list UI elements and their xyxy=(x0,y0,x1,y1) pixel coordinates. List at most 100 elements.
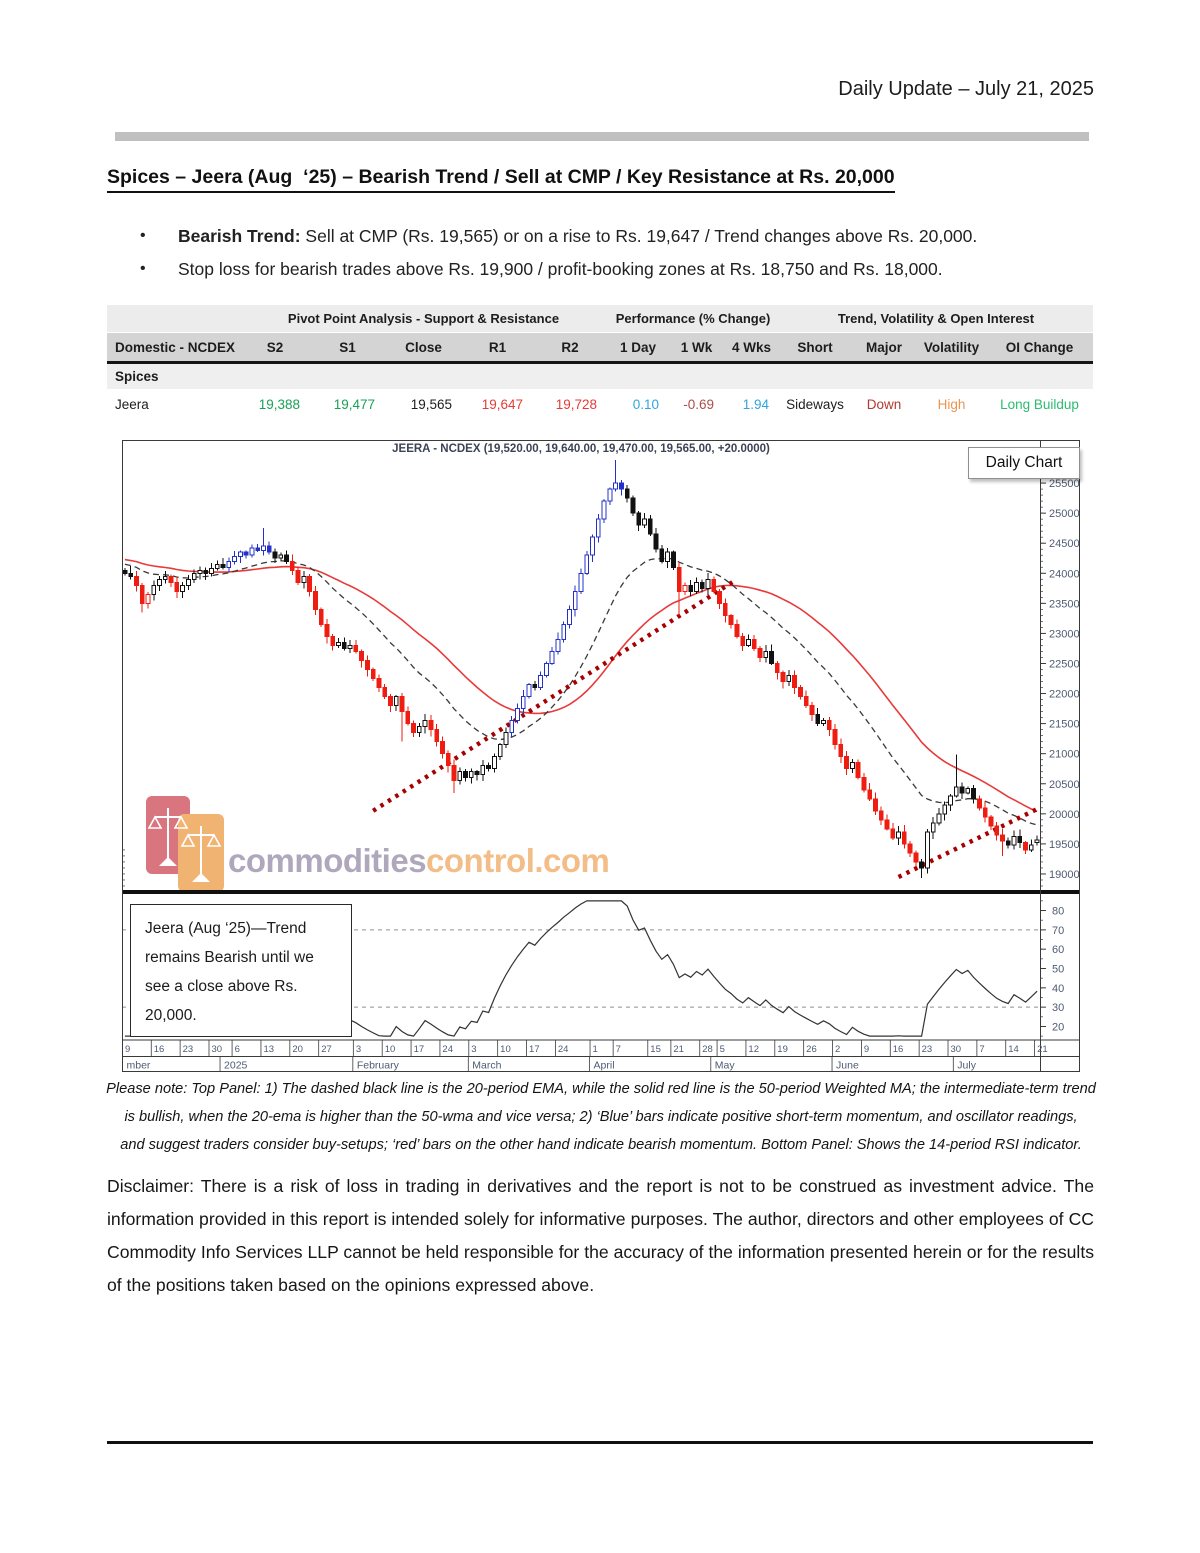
table-row: Jeera 19,388 19,477 19,565 19,647 19,728… xyxy=(107,389,1093,419)
col-header-short: Short xyxy=(797,339,833,355)
cell-1day: 0.10 xyxy=(632,396,659,412)
col-header-domestic: Domestic - NCDEX xyxy=(115,339,236,355)
bullet-text: Stop loss for bearish trades above Rs. 1… xyxy=(178,259,943,279)
ema20-line xyxy=(124,557,1038,826)
group-header-performance: Performance (% Change) xyxy=(615,311,771,326)
list-item: • Stop loss for bearish trades above Rs.… xyxy=(140,256,1100,282)
col-header-1wk: 1 Wk xyxy=(680,339,713,355)
svg-text:mber: mber xyxy=(127,1060,151,1072)
svg-text:23: 23 xyxy=(183,1044,194,1055)
svg-text:30: 30 xyxy=(211,1044,222,1055)
chart-annotation: Jeera (Aug ‘25)—Trend remains Bearish un… xyxy=(130,904,352,1037)
disclaimer: Disclaimer: There is a risk of loss in t… xyxy=(107,1176,1094,1295)
cell-r2: 19,728 xyxy=(555,396,597,412)
table-column-header-row: Domestic - NCDEX S2 S1 Close R1 R2 1 Day… xyxy=(107,333,1093,361)
svg-text:27: 27 xyxy=(321,1044,332,1055)
svg-text:1: 1 xyxy=(593,1044,598,1055)
list-item: • Bearish Trend: Sell at CMP (Rs. 19,565… xyxy=(140,223,1100,249)
cell-oi-change: Long Buildup xyxy=(1000,396,1079,412)
table-divider xyxy=(107,361,1093,364)
svg-text:7: 7 xyxy=(616,1044,621,1055)
cell-s1: 19,477 xyxy=(333,396,375,412)
svg-text:3: 3 xyxy=(356,1044,361,1055)
svg-text:80: 80 xyxy=(1052,906,1064,918)
svg-text:April: April xyxy=(594,1060,615,1072)
svg-text:12: 12 xyxy=(748,1044,759,1055)
svg-text:50: 50 xyxy=(1052,964,1064,976)
cell-major-trend: Down xyxy=(866,396,902,412)
svg-text:24000: 24000 xyxy=(1049,568,1080,580)
svg-text:21000: 21000 xyxy=(1049,749,1080,761)
svg-text:25500: 25500 xyxy=(1049,478,1080,490)
svg-text:20500: 20500 xyxy=(1049,779,1080,791)
svg-text:10: 10 xyxy=(385,1044,396,1055)
chart-footnote: Please note: Top Panel: 1) The dashed bl… xyxy=(106,1081,1096,1153)
svg-text:5: 5 xyxy=(720,1044,725,1055)
svg-text:9: 9 xyxy=(125,1044,130,1055)
svg-text:23: 23 xyxy=(922,1044,933,1055)
bullet-lead: Bearish Trend: xyxy=(178,226,301,246)
col-header-4wks: 4 Wks xyxy=(731,339,772,355)
svg-text:13: 13 xyxy=(263,1044,274,1055)
svg-text:2025: 2025 xyxy=(224,1060,248,1072)
col-header-r2: R2 xyxy=(561,339,579,355)
page-title: Spices – Jeera (Aug ‘25) – Bearish Trend… xyxy=(107,166,1102,193)
svg-text:6: 6 xyxy=(235,1044,240,1055)
footer-divider xyxy=(107,1441,1093,1444)
col-header-major: Major xyxy=(865,339,902,355)
svg-text:22000: 22000 xyxy=(1049,689,1080,701)
col-header-s1: S1 xyxy=(339,339,356,355)
svg-text:2: 2 xyxy=(835,1044,840,1055)
svg-text:28: 28 xyxy=(702,1044,713,1055)
axes-labels: 1900019500200002050021000215002200022500… xyxy=(122,452,1080,1072)
svg-text:9: 9 xyxy=(864,1044,869,1055)
svg-text:40: 40 xyxy=(1052,983,1064,995)
svg-text:25000: 25000 xyxy=(1049,508,1080,520)
candles-layer xyxy=(122,460,1040,879)
group-header-pivot: Pivot Point Analysis - Support & Resista… xyxy=(287,311,560,326)
col-header-volatility: Volatility xyxy=(923,339,980,355)
svg-text:60: 60 xyxy=(1052,944,1064,956)
col-header-r1: R1 xyxy=(488,339,507,355)
col-header-oichange: OI Change xyxy=(1005,339,1074,355)
bullet-icon: • xyxy=(140,227,146,244)
svg-text:July: July xyxy=(957,1060,976,1072)
cell-1wk: -0.69 xyxy=(683,396,714,412)
bullet-text: Bearish Trend: Sell at CMP (Rs. 19,565) … xyxy=(178,226,978,246)
svg-text:20000: 20000 xyxy=(1049,809,1080,821)
table-group-header-row: Pivot Point Analysis - Support & Resista… xyxy=(107,305,1093,333)
svg-text:16: 16 xyxy=(154,1044,165,1055)
chart-frame xyxy=(122,440,1080,1072)
svg-text:17: 17 xyxy=(414,1044,425,1055)
svg-text:19500: 19500 xyxy=(1049,839,1080,851)
cell-4wks: 1.94 xyxy=(742,396,769,412)
svg-text:June: June xyxy=(836,1060,859,1072)
svg-text:19: 19 xyxy=(777,1044,788,1055)
svg-text:21: 21 xyxy=(673,1044,684,1055)
svg-text:23000: 23000 xyxy=(1049,628,1080,640)
group-header-trend: Trend, Volatility & Open Interest xyxy=(837,311,1035,326)
svg-text:15: 15 xyxy=(650,1044,661,1055)
cell-r1: 19,647 xyxy=(481,396,523,412)
svg-text:20: 20 xyxy=(292,1044,303,1055)
svg-text:30: 30 xyxy=(1052,1002,1064,1014)
svg-text:22500: 22500 xyxy=(1049,658,1080,670)
svg-text:30: 30 xyxy=(951,1044,962,1055)
table-section-row: Spices xyxy=(107,364,1093,389)
svg-text:February: February xyxy=(357,1060,400,1072)
bullet-icon: • xyxy=(140,260,146,277)
svg-text:24: 24 xyxy=(558,1044,569,1055)
cell-volatility: High xyxy=(937,396,966,412)
svg-text:7: 7 xyxy=(979,1044,984,1055)
col-header-1day: 1 Day xyxy=(619,339,657,355)
daily-price-chart: commoditiescontrol.com 19000 19500 20000 205… xyxy=(122,440,1080,1072)
cell-close: 19,565 xyxy=(410,396,452,412)
header-divider xyxy=(115,132,1089,141)
bullet-list: • Bearish Trend: Sell at CMP (Rs. 19,565… xyxy=(140,223,1100,289)
svg-text:March: March xyxy=(472,1060,501,1072)
svg-text:24500: 24500 xyxy=(1049,538,1080,550)
header-date: Daily Update – July 21, 2025 xyxy=(838,78,1094,100)
svg-text:20: 20 xyxy=(1052,1021,1064,1033)
svg-text:3: 3 xyxy=(471,1044,476,1055)
